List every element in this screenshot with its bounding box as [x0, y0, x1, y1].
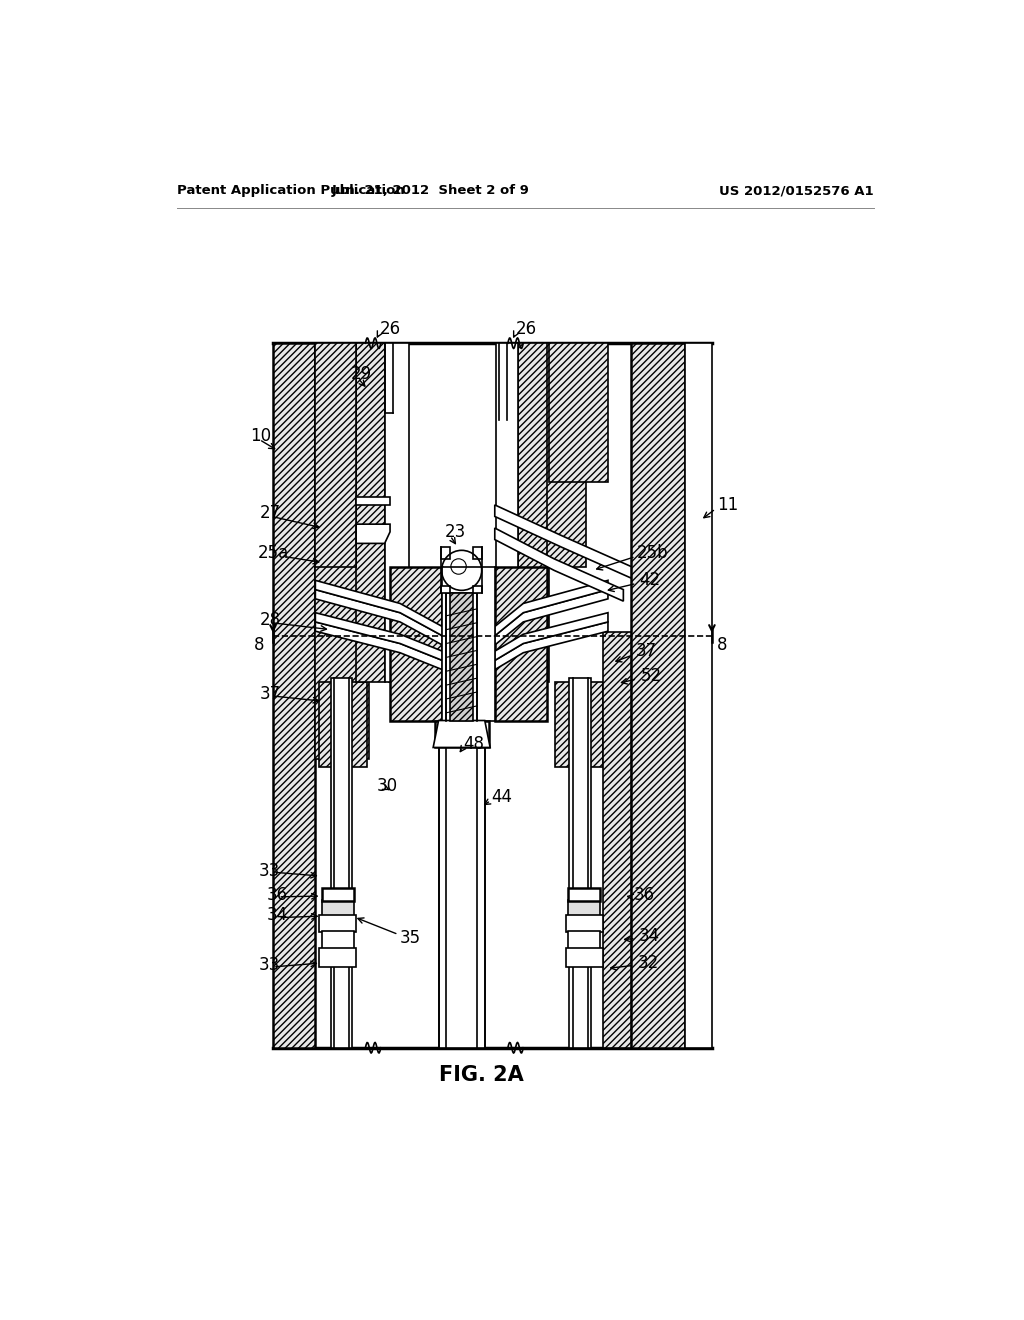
Bar: [442, 566, 495, 721]
Text: 33: 33: [258, 957, 280, 974]
Bar: [446, 594, 477, 721]
Bar: [547, 343, 586, 566]
Bar: [495, 566, 547, 721]
Text: US 2012/0152576 A1: US 2012/0152576 A1: [719, 185, 873, 197]
Bar: [518, 343, 549, 682]
Text: FIG. 2A: FIG. 2A: [439, 1065, 524, 1085]
Bar: [438, 721, 484, 1048]
Text: 37: 37: [636, 643, 656, 660]
Text: 23: 23: [444, 523, 466, 541]
Text: 10: 10: [250, 426, 271, 445]
Polygon shape: [495, 506, 631, 578]
Polygon shape: [315, 581, 442, 636]
Text: 26: 26: [379, 321, 400, 338]
Bar: [555, 682, 602, 767]
Text: 30: 30: [377, 777, 398, 795]
Text: 36: 36: [634, 886, 655, 903]
Bar: [322, 931, 354, 949]
Bar: [315, 343, 356, 566]
Bar: [331, 678, 352, 1048]
Bar: [273, 343, 315, 1048]
Text: 27: 27: [260, 504, 281, 521]
Text: 8: 8: [254, 636, 264, 653]
Polygon shape: [473, 548, 482, 558]
Text: 33: 33: [258, 862, 280, 879]
Polygon shape: [441, 586, 451, 594]
Text: 11: 11: [717, 496, 738, 513]
Bar: [319, 948, 356, 966]
Text: 34: 34: [639, 927, 659, 945]
Text: 32: 32: [637, 954, 658, 972]
Text: 25a: 25a: [258, 544, 289, 561]
Polygon shape: [549, 343, 608, 482]
Text: 26: 26: [515, 321, 537, 338]
Bar: [390, 566, 442, 721]
Polygon shape: [356, 498, 390, 506]
Text: Patent Application Publication: Patent Application Publication: [177, 185, 404, 197]
Polygon shape: [495, 581, 608, 636]
Text: 35: 35: [400, 929, 421, 946]
Polygon shape: [315, 612, 442, 660]
Text: 28: 28: [260, 611, 281, 630]
Bar: [356, 343, 385, 682]
Bar: [385, 343, 409, 682]
Polygon shape: [473, 586, 482, 594]
Bar: [322, 900, 354, 917]
Text: 42: 42: [639, 572, 659, 589]
Bar: [568, 900, 600, 917]
Polygon shape: [495, 590, 608, 645]
Bar: [569, 678, 591, 1048]
Text: 36: 36: [267, 886, 288, 903]
Bar: [435, 721, 488, 747]
Text: 8: 8: [717, 636, 728, 653]
Bar: [631, 343, 685, 1048]
Polygon shape: [495, 622, 608, 669]
Polygon shape: [356, 524, 390, 544]
Bar: [315, 343, 370, 759]
Text: 48: 48: [463, 735, 484, 752]
Bar: [568, 931, 600, 949]
Bar: [568, 887, 600, 902]
Text: 34: 34: [267, 907, 288, 924]
Polygon shape: [441, 548, 451, 558]
Polygon shape: [495, 528, 624, 601]
Bar: [602, 632, 631, 1048]
Text: 29: 29: [351, 366, 372, 383]
Polygon shape: [315, 622, 442, 669]
Bar: [565, 915, 602, 932]
Text: Jun. 21, 2012  Sheet 2 of 9: Jun. 21, 2012 Sheet 2 of 9: [332, 185, 529, 197]
Text: 25b: 25b: [637, 544, 669, 561]
Polygon shape: [495, 612, 608, 660]
Bar: [685, 343, 712, 1048]
Bar: [451, 594, 473, 721]
Polygon shape: [433, 721, 490, 747]
Bar: [497, 343, 518, 682]
Polygon shape: [315, 590, 442, 645]
Bar: [319, 915, 356, 932]
Text: 44: 44: [490, 788, 512, 807]
Bar: [565, 948, 602, 966]
Text: 52: 52: [640, 667, 662, 685]
Bar: [319, 682, 367, 767]
Bar: [322, 887, 354, 902]
Text: 37: 37: [260, 685, 281, 702]
